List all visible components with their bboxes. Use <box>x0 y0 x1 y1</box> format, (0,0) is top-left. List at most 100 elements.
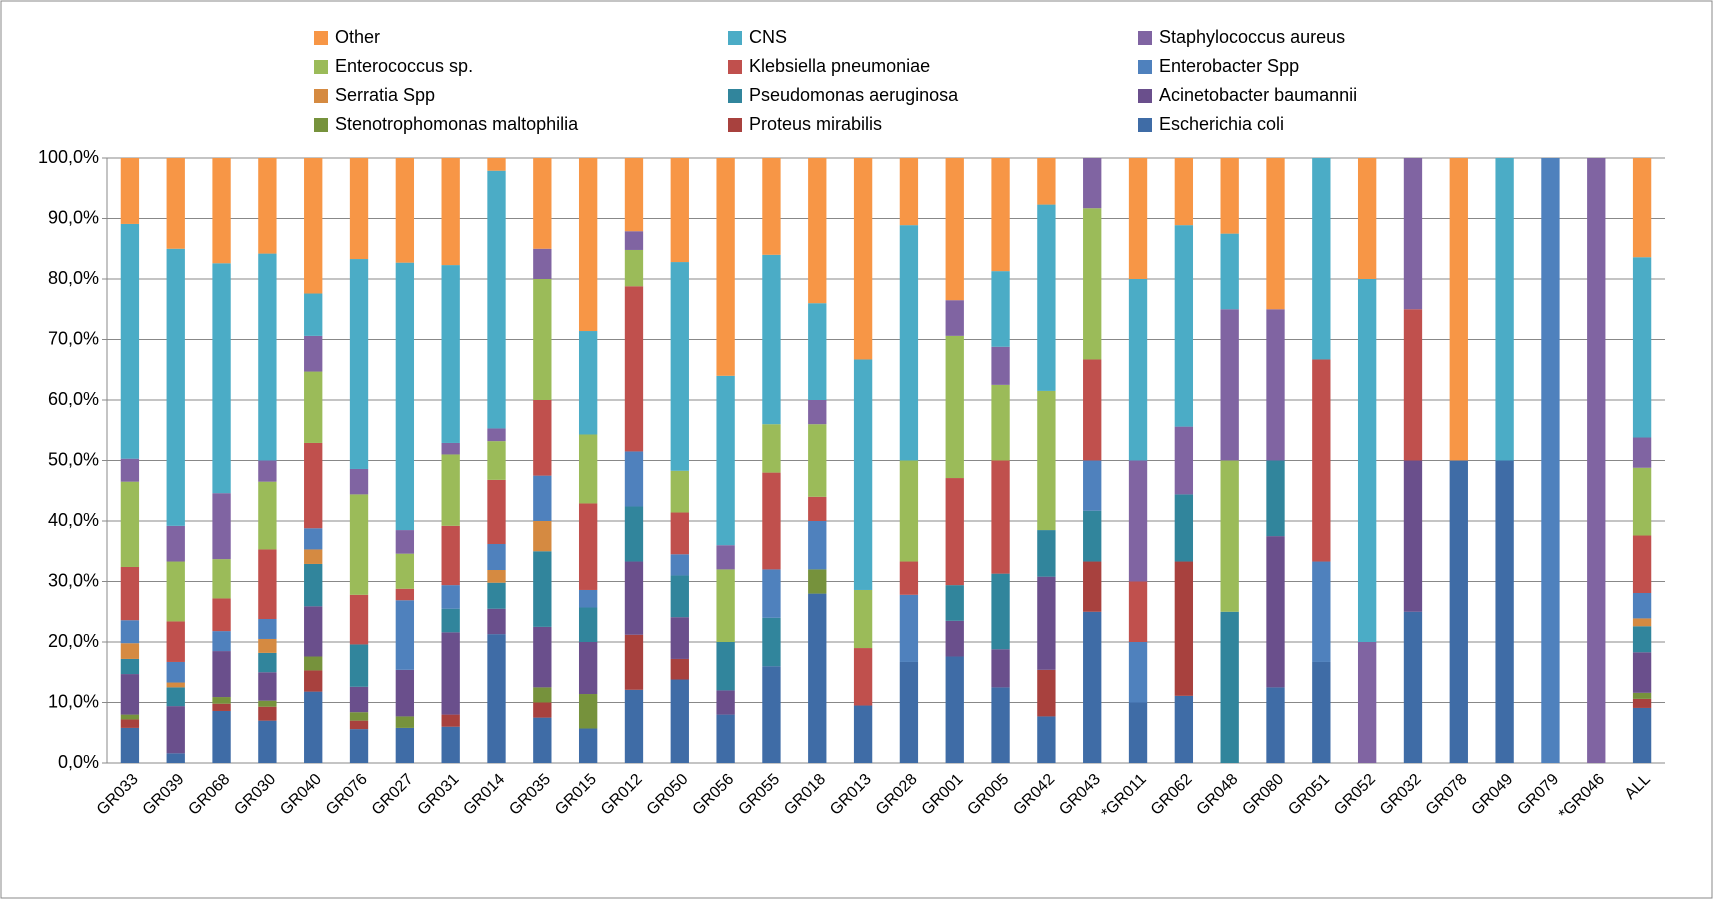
bar-segment <box>624 506 644 562</box>
bar-segment <box>762 472 781 570</box>
bar-segment <box>991 687 1010 763</box>
bar-segment <box>395 716 415 728</box>
bar-segment <box>349 720 369 730</box>
bar-segment <box>716 569 735 642</box>
bar-segment <box>716 714 735 763</box>
bar-segment <box>899 158 919 226</box>
bar-segment <box>716 158 735 376</box>
bar-segment <box>670 617 689 659</box>
bar-segment <box>212 651 231 698</box>
bar-segment <box>395 553 415 589</box>
bar-segment <box>166 248 185 526</box>
bar-segment <box>991 460 1010 574</box>
bar-segment <box>899 561 919 595</box>
bar-segment <box>1632 626 1652 653</box>
y-tick-label: 80,0% <box>48 268 99 288</box>
bar-segment <box>441 158 460 266</box>
bar-segment <box>1037 390 1056 531</box>
bar-segment <box>120 658 140 675</box>
legend-swatch <box>728 60 742 74</box>
bar-segment <box>1220 158 1239 234</box>
bar-segment <box>166 687 185 707</box>
bar-segment <box>624 158 644 232</box>
bar-segment <box>1266 158 1285 310</box>
bar-segment <box>487 608 506 635</box>
bar-segment <box>1083 208 1102 360</box>
bar-segment <box>899 661 919 763</box>
bar-segment <box>120 727 140 763</box>
bar-segment <box>1403 460 1423 612</box>
bar-segment <box>578 331 598 435</box>
bar-segment <box>762 158 781 255</box>
bar-segment <box>441 454 460 526</box>
bar-segment <box>395 158 415 263</box>
bar-segment <box>808 400 827 425</box>
bar-segment <box>258 158 277 254</box>
bar-segment <box>349 259 369 469</box>
bar-segment <box>441 632 460 715</box>
bar-segment <box>212 697 231 704</box>
bar-segment <box>212 703 231 711</box>
bar-segment <box>808 593 827 763</box>
bar-segment <box>1083 611 1102 763</box>
bar-segment <box>1037 204 1056 391</box>
bar-segment <box>1632 707 1652 763</box>
bar-segment <box>762 617 781 667</box>
legend-swatch <box>314 31 328 45</box>
y-tick-label: 70,0% <box>48 328 99 348</box>
bar-segment <box>762 569 781 618</box>
bar-segment <box>1632 692 1652 699</box>
bar-segment <box>441 525 460 586</box>
bar-segment <box>578 607 598 642</box>
bar-segment <box>1312 561 1331 662</box>
bar-segment <box>1083 359 1102 461</box>
bar-segment <box>487 582 506 609</box>
bar-segment <box>304 549 323 564</box>
bar-segment <box>212 598 231 632</box>
bar-segment <box>258 460 277 482</box>
bar-segment <box>533 248 552 279</box>
bar-segment <box>487 634 506 763</box>
bar-segment <box>1357 279 1377 642</box>
bar-segment <box>533 717 552 763</box>
bar-segment <box>624 634 644 690</box>
bar-segment <box>991 384 1010 461</box>
bar-segment <box>578 589 598 608</box>
bar-segment <box>349 468 369 495</box>
bar-segment <box>578 503 598 590</box>
bar-segment <box>120 158 140 224</box>
bar-segment <box>808 496 827 521</box>
bar-segment <box>1266 460 1285 537</box>
bar-segment <box>670 679 689 763</box>
y-tick-label: 100,0% <box>38 147 99 167</box>
bar-segment <box>304 335 323 372</box>
legend-swatch <box>314 60 328 74</box>
bar-segment <box>533 687 552 703</box>
bar-segment <box>395 588 415 601</box>
bar-segment <box>1083 158 1102 209</box>
legend-swatch <box>1138 31 1152 45</box>
bar-segment <box>533 626 552 688</box>
bar-segment <box>853 589 873 649</box>
bar-segment <box>441 714 460 727</box>
bar-segment <box>258 672 277 701</box>
legend-swatch <box>1138 118 1152 132</box>
bar-segment <box>258 720 277 763</box>
bar-segment <box>1357 158 1377 279</box>
bar-segment <box>853 705 873 763</box>
legend-swatch <box>1138 89 1152 103</box>
bar-segment <box>853 158 873 360</box>
bar-segment <box>258 638 277 653</box>
bar-segment <box>1174 494 1194 562</box>
bar-segment <box>1128 642 1148 703</box>
bar-segment <box>1174 158 1194 226</box>
bar-segment <box>487 441 506 480</box>
bar-segment <box>166 525 185 562</box>
bar-segment <box>1220 611 1239 763</box>
bar-segment <box>1083 510 1102 562</box>
bar-segment <box>1541 158 1560 763</box>
bar-segment <box>991 158 1010 272</box>
bar-segment <box>624 451 644 507</box>
bar-segment <box>258 706 277 721</box>
